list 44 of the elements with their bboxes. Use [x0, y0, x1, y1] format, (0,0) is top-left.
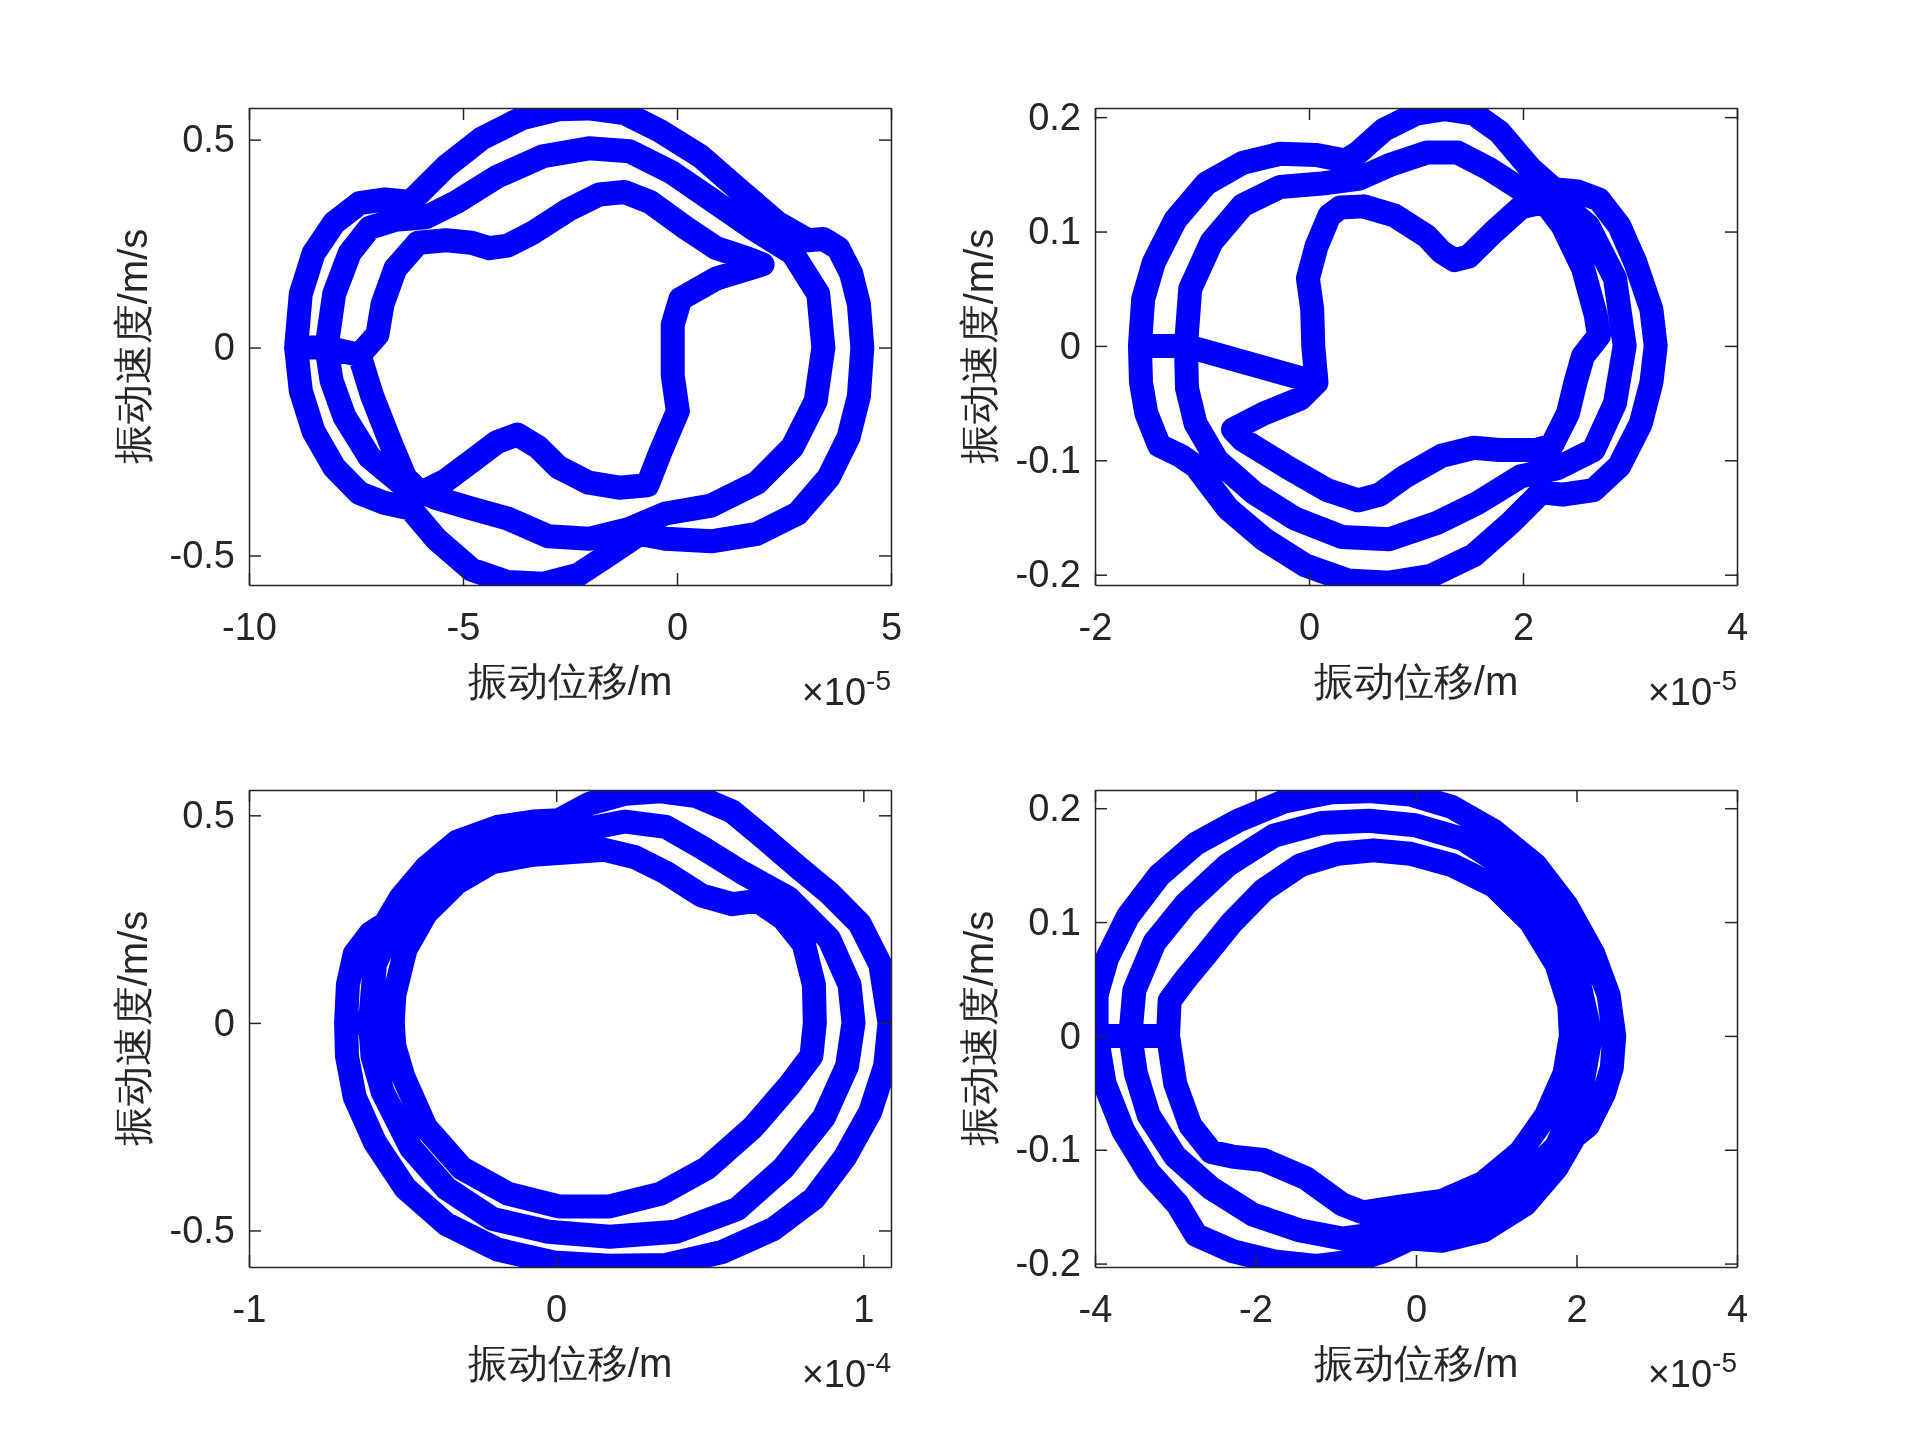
x-tick-label: -2 — [1078, 605, 1113, 648]
y-tick-label: -0.5 — [169, 534, 235, 577]
x-axis-title: 振动位移/m — [1313, 1341, 1519, 1385]
x-axis-title: 振动位移/m — [467, 1341, 673, 1385]
text: ×10$^{-5}$ — [1647, 1346, 1737, 1395]
text: ×10$^{-5}$ — [801, 664, 891, 713]
y-tick-label: 0.5 — [182, 793, 235, 836]
x-tick-label: 4 — [1726, 605, 1749, 648]
x-tick-label: 5 — [880, 605, 903, 648]
y-axis-title: 振动速度/m/s — [111, 910, 155, 1147]
x-tick-label: -10 — [222, 605, 277, 648]
x-tick-label: -4 — [1078, 1287, 1113, 1330]
y-tick-label: -0.1 — [1015, 1128, 1081, 1171]
y-tick-label: 0 — [213, 326, 235, 369]
y-tick-label: -0.1 — [1015, 438, 1081, 481]
x-axis-title: 振动位移/m — [1313, 659, 1519, 703]
x-tick-label: -5 — [446, 605, 481, 648]
y-tick-label: 0.2 — [1028, 95, 1081, 138]
x-tick-label: -1 — [232, 1287, 267, 1330]
y-axis-title: 振动速度/m/s — [111, 228, 155, 465]
y-tick-label: 0 — [1059, 324, 1081, 367]
y-tick-label: -0.2 — [1015, 1242, 1081, 1285]
y-tick-label: 0 — [1059, 1014, 1081, 1057]
text: ×10$^{-4}$ — [801, 1346, 891, 1395]
y-axis-title: 振动速度/m/s — [957, 910, 1001, 1147]
x-tick-label: 2 — [1512, 605, 1535, 648]
y-tick-label: 0.1 — [1028, 900, 1081, 943]
x-tick-label: 4 — [1726, 1287, 1749, 1330]
y-tick-label: 0.1 — [1028, 210, 1081, 253]
x-tick-label: 1 — [853, 1287, 875, 1330]
x-tick-label: 0 — [1405, 1287, 1428, 1330]
y-tick-label: 0 — [213, 1001, 235, 1044]
y-tick-label: 0.2 — [1028, 786, 1081, 829]
y-tick-label: -0.2 — [1015, 553, 1081, 596]
x-axis-title: 振动位移/m — [467, 659, 673, 703]
x-tick-label: 0 — [666, 605, 689, 648]
y-tick-label: -0.5 — [169, 1209, 235, 1252]
y-axis-title: 振动速度/m/s — [957, 228, 1001, 465]
x-tick-label: 2 — [1566, 1287, 1588, 1330]
x-tick-label: 0 — [546, 1287, 568, 1330]
text: ×10$^{-5}$ — [1647, 664, 1737, 713]
x-tick-label: 0 — [1298, 605, 1321, 648]
y-tick-label: 0.5 — [182, 118, 235, 161]
x-tick-label: -2 — [1239, 1287, 1273, 1330]
